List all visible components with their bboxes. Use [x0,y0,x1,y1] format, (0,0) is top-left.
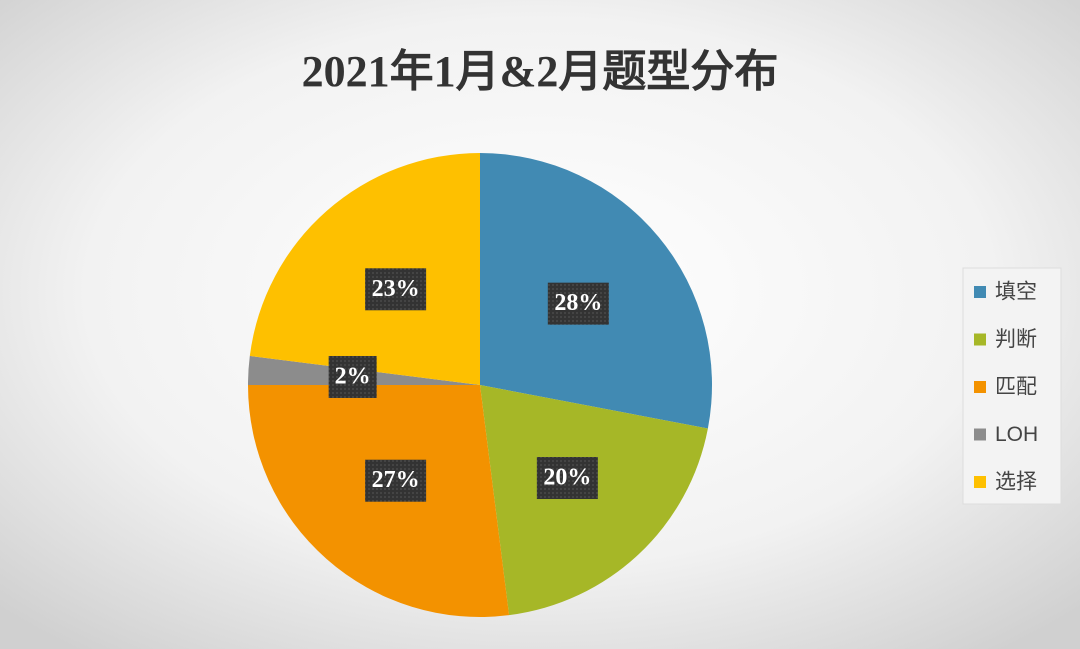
value-label-box [547,282,609,325]
legend-swatch [974,381,986,393]
value-label-box [365,268,427,311]
chart-title: 2021年1月&2月题型分布 [302,47,779,96]
legend-label: 选择 [995,471,1037,494]
value-label: 28% [554,290,602,316]
pie-slice [249,153,480,385]
value-label: 20% [543,465,591,491]
legend-swatch [974,286,986,298]
legend-swatch [974,476,986,488]
legend-swatch [974,428,986,441]
value-label-box [536,457,598,500]
pie-slice [480,385,708,616]
value-label-box [328,355,377,398]
legend-swatch [974,333,986,346]
legend-label: 判断 [995,328,1037,351]
value-label: 23% [372,276,420,302]
value-label: 27% [372,467,420,493]
legend-label: 匹配 [995,376,1037,399]
legend-label: LOH [995,423,1038,446]
value-label: 2% [335,363,371,389]
legend-label: 填空 [995,281,1037,304]
value-label-box [365,459,427,502]
